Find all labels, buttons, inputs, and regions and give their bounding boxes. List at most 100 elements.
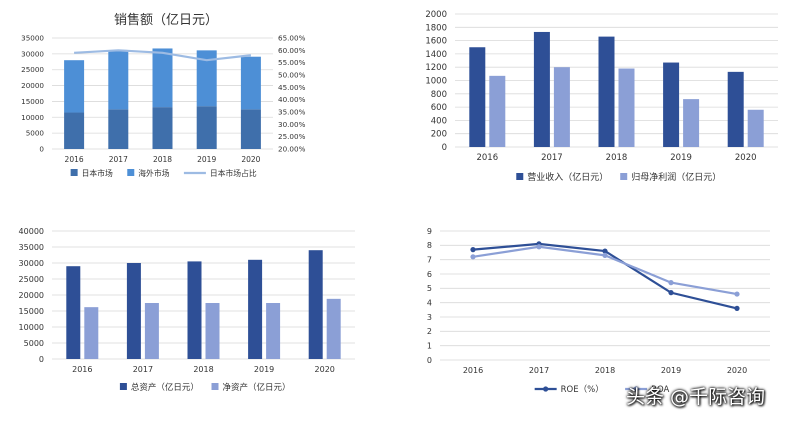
sales-ytick-label: 25000	[21, 65, 44, 74]
sales-bar-海外市场	[152, 48, 173, 108]
revenue-bar-营业收入（亿日元）	[727, 71, 744, 147]
roe-ytick-label: 4	[427, 298, 432, 307]
assets-ytick-label: 5000	[24, 339, 44, 348]
assets-bar-总资产（亿日元）	[248, 259, 263, 359]
assets-xtick-label: 2019	[254, 365, 274, 374]
roe-ytick-label: 5	[427, 284, 432, 293]
sales-ytick-label: 30000	[21, 49, 44, 58]
roe-ytick-label: 0	[427, 356, 432, 365]
sales-xtick-label: 2019	[197, 155, 216, 164]
revenue-ytick-label: 1800	[425, 23, 447, 33]
assets-ytick-label: 20000	[19, 291, 44, 300]
sales-ytick-label: 5000	[26, 129, 45, 138]
revenue-ytick-label: 400	[431, 116, 447, 126]
revenue-legend-label: 营业收入（亿日元）	[527, 171, 608, 183]
assets-bar-总资产（亿日元）	[308, 250, 323, 359]
revenue-xtick-label: 2018	[606, 153, 628, 163]
revenue-bar-营业收入（亿日元）	[533, 31, 550, 147]
revenue-bar-归母净利润（亿日元）	[683, 99, 700, 147]
sales-bar-海外市场	[64, 60, 85, 113]
watermark: 头条 @千际咨询	[626, 386, 766, 408]
sales-ytick-label: 15000	[21, 97, 44, 106]
roe-legend-marker	[543, 386, 549, 392]
sales-bar-日本市场	[196, 106, 217, 149]
revenue-ytick-label: 2000	[425, 10, 447, 20]
assets-legend-swatch	[211, 383, 219, 390]
revenue-ytick-label: 200	[431, 130, 447, 140]
roe-ytick-label: 1	[427, 341, 432, 350]
assets-legend-label: 总资产（亿日元）	[131, 382, 199, 393]
revenue-ytick-label: 1600	[425, 37, 447, 47]
roe-point-ROA	[536, 244, 542, 250]
assets-xtick-label: 2020	[315, 365, 335, 374]
assets-bar-净资产（亿日元）	[144, 303, 159, 359]
assets-bar-总资产（亿日元）	[126, 263, 141, 359]
sales-y2tick-label: 40.00%	[278, 95, 306, 104]
sales-ytick-label: 0	[39, 145, 44, 154]
revenue-ytick-label: 600	[431, 103, 447, 113]
sales-y2tick-label: 60.00%	[278, 46, 306, 55]
sales-bar-海外市场	[108, 51, 129, 110]
assets-bar-净资产（亿日元）	[326, 298, 341, 359]
assets-ytick-label: 10000	[19, 323, 44, 332]
sales-y2tick-label: 30.00%	[278, 120, 306, 129]
sales-line-日本市场占比	[74, 49, 252, 62]
revenue-xtick-label: 2019	[670, 153, 692, 163]
revenue-bar-归母净利润（亿日元）	[747, 109, 764, 147]
revenue-ytick-label: 1200	[425, 63, 447, 73]
sales-ytick-label: 10000	[21, 113, 44, 122]
assets-ytick-label: 40000	[19, 227, 44, 236]
roe-ytick-label: 6	[427, 270, 432, 279]
sales-y2tick-label: 20.00%	[278, 145, 306, 154]
roe-xtick-label: 2016	[463, 366, 483, 375]
revenue-xtick-label: 2016	[476, 153, 498, 163]
assets-xtick-label: 2017	[133, 365, 153, 374]
sales-legend-label: 日本市场占比	[210, 168, 257, 178]
roe-xtick-label: 2017	[529, 366, 549, 375]
sales-legend-label: 日本市场	[82, 168, 113, 178]
revenue-bar-归母净利润（亿日元）	[618, 68, 635, 147]
roe-point-ROE（%）	[668, 290, 674, 296]
roe-legend-marker	[633, 386, 639, 392]
sales-legend-label: 海外市场	[138, 168, 169, 178]
revenue-bar-营业收入（亿日元）	[598, 36, 615, 147]
assets-ytick-label: 30000	[19, 259, 44, 268]
roe-ytick-label: 9	[427, 227, 432, 236]
sales-ytick-label: 20000	[21, 81, 44, 90]
assets-xtick-label: 2018	[193, 365, 213, 374]
sales-title: 销售额（亿日元）	[114, 12, 218, 28]
sales-y2tick-label: 50.00%	[278, 71, 306, 80]
roe-point-ROE（%）	[734, 305, 740, 311]
roe-point-ROA	[668, 280, 674, 286]
roe-ytick-label: 2	[427, 327, 432, 336]
roe-xtick-label: 2019	[661, 366, 681, 375]
assets-bar-总资产（亿日元）	[187, 261, 202, 359]
sales-xtick-label: 2018	[153, 155, 172, 164]
revenue-legend-swatch	[516, 173, 524, 180]
sales-y2tick-label: 55.00%	[278, 58, 306, 67]
sales-y2tick-label: 65.00%	[278, 34, 306, 43]
assets-bar-总资产（亿日元）	[66, 266, 81, 359]
sales-bar-海外市场	[240, 56, 261, 110]
roe-point-ROA	[602, 252, 608, 258]
roe-ytick-label: 3	[427, 313, 432, 322]
sales-y2tick-label: 35.00%	[278, 108, 306, 117]
assets-ytick-label: 15000	[19, 307, 44, 316]
roe-xtick-label: 2020	[727, 366, 747, 375]
assets-ytick-label: 0	[39, 355, 44, 364]
sales-y2tick-label: 25.00%	[278, 132, 306, 141]
sales-xtick-label: 2020	[241, 155, 260, 164]
revenue-bar-营业收入（亿日元）	[663, 62, 680, 147]
sales-legend-swatch	[127, 169, 135, 176]
revenue-bar-归母净利润（亿日元）	[489, 75, 506, 147]
assets-ytick-label: 25000	[19, 275, 44, 284]
sales-bar-日本市场	[240, 109, 261, 149]
assets-bar-净资产（亿日元）	[205, 303, 220, 359]
revenue-ytick-label: 800	[431, 90, 447, 100]
sales-bar-日本市场	[64, 112, 85, 149]
assets-xtick-label: 2016	[72, 365, 92, 374]
revenue-xtick-label: 2017	[541, 153, 563, 163]
roe-point-ROA	[734, 291, 740, 297]
revenue-xtick-label: 2020	[735, 153, 757, 163]
